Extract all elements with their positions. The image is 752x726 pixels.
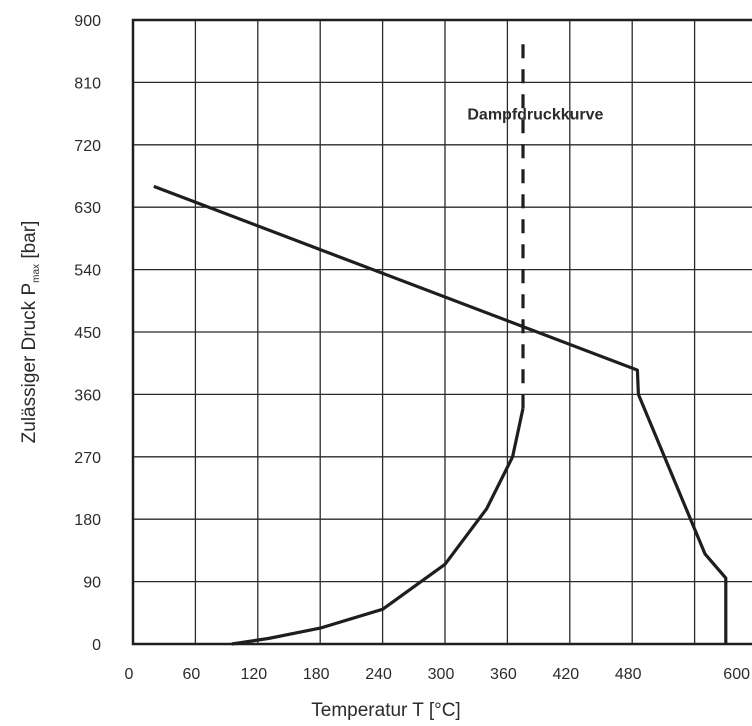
y-axis-label: Zulässiger Druck Pmax [bar] [19,221,42,444]
y-axis-label-subscript: max [31,264,42,283]
annotation-label: Dampfdruckkurve [467,107,603,124]
x-axis-label: Temperatur T [°C] [311,700,460,721]
vapor-pressure-curve [231,407,525,646]
y-tick-label: 360 [74,387,101,404]
y-tick-label: 90 [83,575,101,592]
series-layer [153,40,728,646]
x-tick-label: 600 [723,666,750,683]
y-tick-label: 720 [74,138,101,155]
x-tick-label: 120 [240,666,267,683]
annotations: Dampfdruckkurve [467,107,603,124]
y-tick-label: 540 [74,263,101,280]
y-axis-label-main: Zulässiger Druck P [19,283,40,444]
y-tick-label: 630 [74,200,101,217]
y-tick-labels: 0 90 180 270 360 450 540 630 720 810 900 [74,13,101,654]
x-tick-label: 0 [125,666,134,683]
x-tick-label: 300 [428,666,455,683]
x-tick-label: 180 [303,666,330,683]
y-tick-label: 0 [92,637,101,654]
y-axis-label-unit: [bar] [19,221,40,264]
max-pressure-line [153,184,728,644]
y-tick-label: 180 [74,512,101,529]
grid [133,20,752,644]
y-tick-label: 900 [74,13,101,30]
y-tick-label: 450 [74,325,101,342]
x-tick-label: 420 [552,666,579,683]
x-tick-label: 360 [490,666,517,683]
x-tick-label: 60 [183,666,201,683]
x-tick-label: 480 [615,666,642,683]
y-tick-label: 270 [74,450,101,467]
plot-frame [131,18,752,646]
y-tick-label: 810 [74,75,101,92]
x-tick-labels: 0 60 120 180 240 300 360 420 480 600 [125,666,751,683]
x-tick-label: 240 [365,666,392,683]
